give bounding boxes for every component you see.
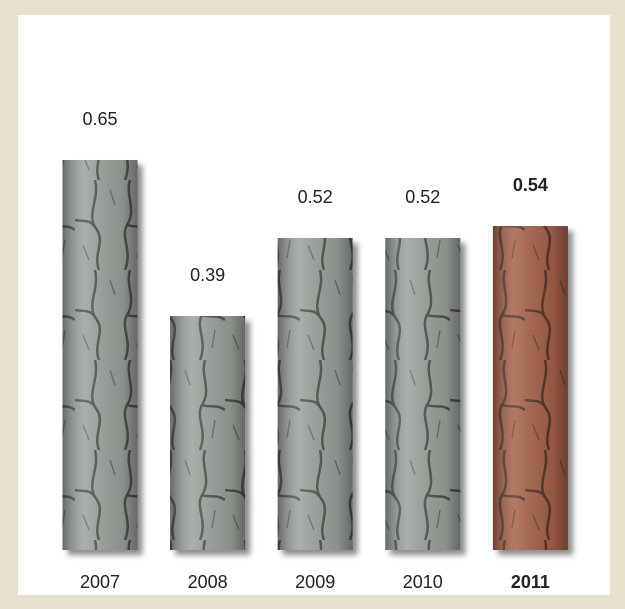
- bar-shade: [170, 316, 245, 550]
- x-tick-label: 2011: [511, 572, 550, 592]
- value-label: 0.65: [82, 109, 117, 129]
- bar-shade: [278, 238, 353, 550]
- bar-group: [278, 238, 353, 550]
- bar-group: [493, 226, 568, 550]
- bar-group: [63, 160, 138, 550]
- bar-shade: [385, 238, 460, 550]
- value-label: 0.54: [513, 175, 548, 195]
- chart: 0.65 2007 0.39 2008 0.52 2009 0.52 2010 0.54 2011: [0, 0, 625, 609]
- bar-group: [385, 238, 460, 550]
- x-tick-label: 2008: [188, 572, 228, 592]
- x-tick-label: 2009: [295, 572, 335, 592]
- bar-shade: [63, 160, 138, 550]
- x-tick-label: 2007: [80, 572, 120, 592]
- value-label: 0.52: [298, 187, 333, 207]
- bar-group: [170, 316, 245, 550]
- value-label: 0.39: [190, 265, 225, 285]
- value-label: 0.52: [405, 187, 440, 207]
- bar-shade: [493, 226, 568, 550]
- x-tick-label: 2010: [403, 572, 443, 592]
